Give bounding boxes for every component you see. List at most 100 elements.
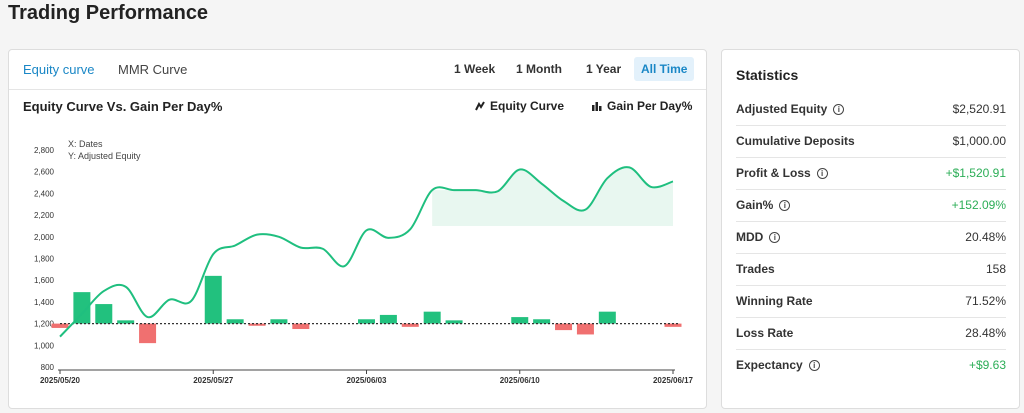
chart-tabbar: Equity curve MMR Curve 1 Week 1 Month 1 … <box>9 50 706 90</box>
range-1-year-button[interactable]: 1 Year <box>586 62 622 76</box>
gain-bar <box>226 319 244 324</box>
stat-label: Profit & Loss i <box>736 166 828 180</box>
statistics-title: Statistics <box>736 67 799 83</box>
info-icon[interactable]: i <box>816 167 828 179</box>
info-icon[interactable]: i <box>779 199 791 211</box>
y-tick-label: 2,000 <box>34 233 55 242</box>
legend-equity-label: Equity Curve <box>490 99 565 113</box>
y-tick-label: 2,800 <box>34 146 55 155</box>
legend-equity-curve[interactable]: Equity Curve <box>475 99 564 113</box>
stat-label: Expectancy i <box>736 358 820 372</box>
gain-bar <box>139 323 157 344</box>
y-tick-label: 1,200 <box>34 320 55 329</box>
equity-chart: X: Dates Y: Adjusted Equity 800 1,000 1,20… <box>34 139 694 385</box>
stat-value: +$1,520.91 <box>945 166 1006 180</box>
chart-note-x: X: Dates <box>68 139 103 149</box>
stat-label: Cumulative Deposits <box>736 134 855 148</box>
stat-label-text: Trades <box>736 262 775 276</box>
gain-bar <box>445 320 463 324</box>
gain-bar <box>576 323 594 335</box>
legend-gain-label: Gain Per Day% <box>607 99 693 113</box>
gain-bar <box>598 311 616 324</box>
gain-bar <box>248 323 266 326</box>
range-1-week-button[interactable]: 1 Week <box>454 62 496 76</box>
x-tick-label: 2025/06/17 <box>653 376 694 385</box>
statistics-card: Statistics Adjusted Equity i $2,520.91 Cumu… <box>721 49 1020 409</box>
page-title: Trading Performance <box>8 2 209 24</box>
stat-row: Winning Rate 71.52% <box>736 286 1006 318</box>
gain-bar <box>423 311 441 324</box>
stat-row: Expectancy i +$9.63 <box>736 350 1006 382</box>
gain-bar <box>511 317 529 324</box>
y-tick-label: 2,400 <box>34 189 55 198</box>
range-all-time-button[interactable]: All Time <box>634 57 695 81</box>
gain-bar <box>292 323 310 330</box>
gain-bar <box>358 319 375 324</box>
y-tick-label: 1,800 <box>34 255 55 264</box>
stat-row: Profit & Loss i +$1,520.91 <box>736 158 1006 190</box>
stat-value: $1,000.00 <box>952 134 1006 148</box>
gain-bar <box>51 323 69 328</box>
tab-equity-curve[interactable]: Equity curve <box>23 62 95 77</box>
stat-label: Winning Rate <box>736 294 813 308</box>
stat-label: Gain% i <box>736 198 791 212</box>
gain-bar <box>95 304 113 324</box>
y-tick-label: 1,400 <box>34 298 55 307</box>
stat-label-text: Loss Rate <box>736 326 794 340</box>
stat-value: $2,520.91 <box>952 102 1006 116</box>
gain-bar <box>73 292 91 324</box>
tab-mmr-curve[interactable]: MMR Curve <box>118 62 188 77</box>
equity-curve-line <box>59 166 674 338</box>
legend-gain-per-day[interactable]: Gain Per Day% <box>592 99 692 113</box>
gain-bar <box>401 323 419 327</box>
stat-row: Gain% i +152.09% <box>736 190 1006 222</box>
stat-value: 28.48% <box>965 326 1006 340</box>
stat-row: MDD i 20.48% <box>736 222 1006 254</box>
equity-area <box>432 167 673 226</box>
stat-label: MDD i <box>736 230 781 244</box>
chart-title: Equity Curve Vs. Gain Per Day% <box>23 99 223 114</box>
stat-row: Trades 158 <box>736 254 1006 286</box>
info-icon[interactable]: i <box>769 231 781 243</box>
stat-label: Adjusted Equity i <box>736 102 845 116</box>
info-icon[interactable]: i <box>833 103 845 115</box>
stat-label: Loss Rate <box>736 326 793 340</box>
gain-bar <box>204 275 222 324</box>
gain-bar <box>117 320 135 324</box>
stat-value: 158 <box>985 262 1006 276</box>
stat-label-text: Winning Rate <box>736 294 813 308</box>
y-tick-label: 2,200 <box>34 211 55 220</box>
x-tick-label: 2025/06/03 <box>346 376 387 385</box>
stat-label-text: Cumulative Deposits <box>736 134 855 148</box>
bar-chart-icon <box>592 102 602 111</box>
x-tick-label: 2025/06/10 <box>500 376 541 385</box>
y-tick-label: 2,600 <box>34 168 55 177</box>
stat-row: Loss Rate 28.48% <box>736 318 1006 350</box>
stat-row: Cumulative Deposits $1,000.00 <box>736 126 1006 158</box>
range-1-month-button[interactable]: 1 Month <box>516 62 562 76</box>
gain-bar <box>664 323 682 327</box>
gain-bar <box>270 319 288 324</box>
chart-note-y: Y: Adjusted Equity <box>68 151 141 161</box>
stat-row: Adjusted Equity i $2,520.91 <box>736 94 1006 126</box>
stat-label-text: Profit & Loss <box>736 166 811 180</box>
stat-value: 71.52% <box>965 294 1006 308</box>
gain-bar <box>379 314 397 324</box>
x-tick-label: 2025/05/27 <box>193 376 234 385</box>
y-tick-label: 800 <box>41 363 55 372</box>
gain-bar <box>533 319 551 324</box>
line-chart-icon <box>475 101 485 111</box>
gain-bar <box>555 323 573 331</box>
stat-label-text: Expectancy <box>736 358 803 372</box>
stat-label-text: MDD <box>736 230 764 244</box>
info-icon[interactable]: i <box>808 359 820 371</box>
x-tick-label: 2025/05/20 <box>40 376 81 385</box>
y-tick-label: 1,000 <box>34 341 55 350</box>
stat-label: Trades <box>736 262 775 276</box>
stat-label-text: Gain% <box>736 198 774 212</box>
y-tick-label: 1,600 <box>34 276 55 285</box>
stat-value: 20.48% <box>965 230 1006 244</box>
stat-value: +152.09% <box>951 198 1006 212</box>
stat-label-text: Adjusted Equity <box>736 102 828 116</box>
stat-value: +$9.63 <box>968 358 1006 372</box>
